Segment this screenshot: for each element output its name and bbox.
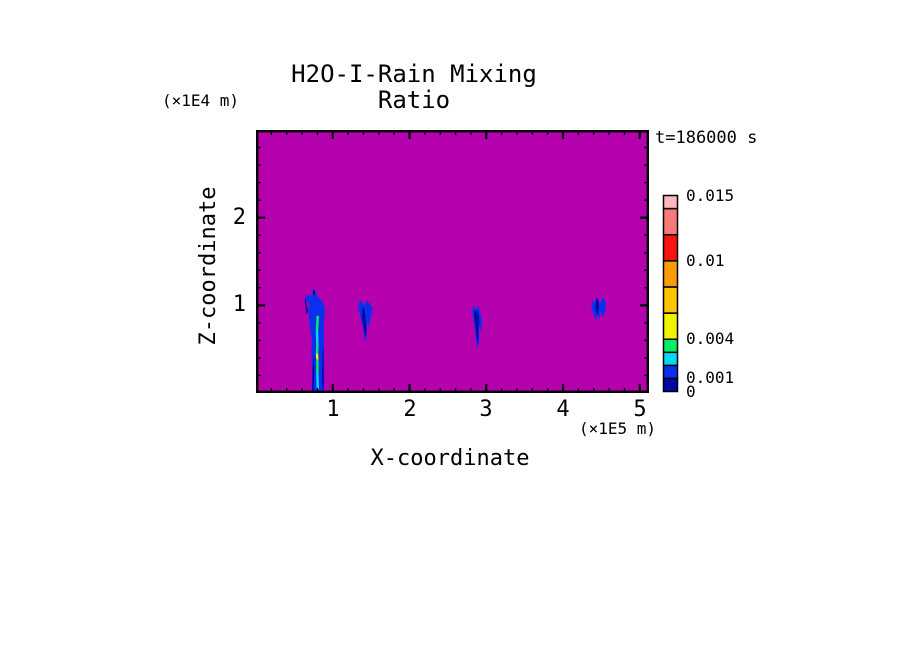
z-tick-label: 1	[232, 292, 246, 317]
colorbar-segment-salmon	[662, 207, 679, 236]
rain-cell-3-navy-region	[474, 308, 480, 345]
plot-frame	[256, 130, 649, 393]
rain-cell-1-navy-region	[304, 297, 309, 315]
z-tick-label: 2	[232, 205, 246, 230]
colorbar	[662, 194, 679, 393]
x-axis-title: X-coordinate	[370, 446, 530, 471]
x-tick-label: 4	[556, 397, 570, 422]
x-axis-unit-label: (×1E5 m)	[578, 419, 656, 438]
colorbar-segment-gold	[662, 286, 679, 314]
rain-cell-2-navy-region	[361, 307, 367, 339]
time-annotation: t=186000 s	[655, 128, 758, 148]
colorbar-segment-pink	[662, 194, 679, 210]
colorbar-label: 0.001	[686, 368, 735, 387]
colorbar-segment-red	[662, 233, 679, 262]
x-tick-label: 5	[633, 397, 647, 422]
colorbar-label: 0.015	[686, 186, 735, 205]
colorbar-segment-navy	[662, 377, 679, 393]
x-tick-label: 2	[403, 397, 417, 422]
plot-area	[256, 130, 649, 393]
x-tick-label: 3	[479, 397, 493, 422]
colorbar-label: 0.01	[686, 251, 725, 270]
rain-cell-4-navy-region	[595, 298, 600, 315]
rain-cell-1-blue-region	[305, 288, 326, 393]
z-axis-unit-label: (×1E4 m)	[162, 91, 240, 110]
colorbar-segment-yellow	[662, 312, 679, 340]
colorbar-segment-blue	[662, 364, 679, 380]
colorbar-label: 0	[686, 382, 696, 401]
chart-title: H2O-I-Rain Mixing Ratio	[291, 60, 537, 114]
rain-cell-1-core-streak	[315, 315, 319, 330]
rain-cell-1-navy-region	[312, 353, 315, 393]
rain-cell-1-navy-region	[322, 344, 324, 393]
rain-cell-1-navy-region	[312, 288, 316, 297]
colorbar-label: 0.004	[686, 329, 735, 348]
colorbar-segment-orange	[662, 260, 679, 288]
colorbar-segment-cyan	[662, 351, 679, 367]
z-axis-title: Z-coordinate	[196, 186, 221, 346]
colorbar-segment-green	[662, 338, 679, 354]
x-tick-label: 1	[326, 397, 340, 422]
